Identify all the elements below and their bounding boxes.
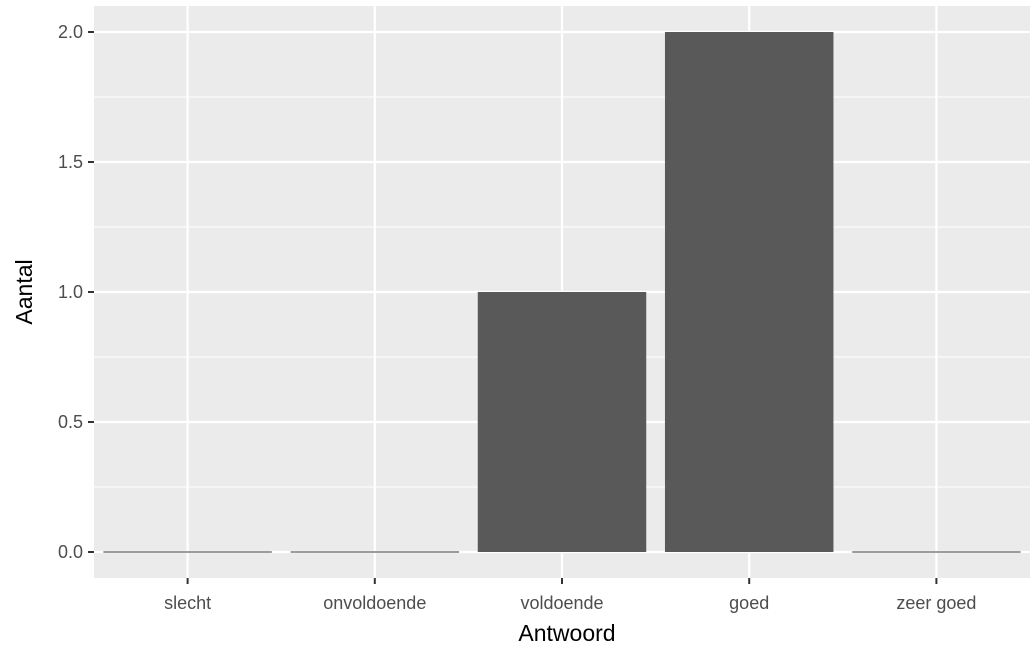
bars bbox=[103, 32, 1021, 553]
y-tick-label: 0.5 bbox=[58, 412, 83, 432]
y-axis: 0.0 0.5 1.0 1.5 2.0 bbox=[58, 22, 94, 562]
x-tick-label: zeer goed bbox=[896, 593, 976, 613]
y-tick-label: 1.0 bbox=[58, 282, 83, 302]
y-tick-label: 0.0 bbox=[58, 542, 83, 562]
bar-zeer-goed bbox=[852, 551, 1021, 553]
y-tick-label: 1.5 bbox=[58, 152, 83, 172]
grid-lines bbox=[94, 6, 1030, 578]
bar-slecht bbox=[103, 551, 272, 553]
x-axis-title: Antwoord bbox=[518, 620, 615, 646]
y-axis-title: Aantal bbox=[11, 259, 37, 324]
x-tick-label: slecht bbox=[164, 593, 211, 613]
bar-onvoldoende bbox=[290, 551, 460, 553]
x-tick-label: goed bbox=[729, 593, 769, 613]
x-tick-label: onvoldoende bbox=[323, 593, 426, 613]
y-tick-label: 2.0 bbox=[58, 22, 83, 42]
bar-voldoende bbox=[477, 292, 647, 552]
bar-goed bbox=[664, 32, 834, 552]
x-tick-label: voldoende bbox=[520, 593, 603, 613]
x-axis: slecht onvoldoende voldoende goed zeer goed bbox=[164, 578, 976, 613]
